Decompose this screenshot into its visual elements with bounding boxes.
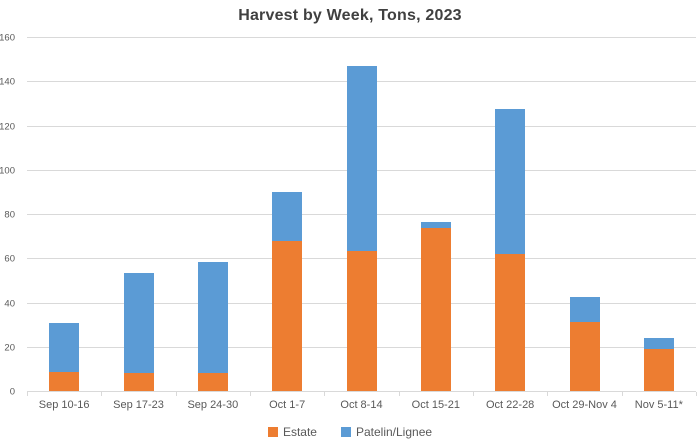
bar-segment-estate xyxy=(569,321,600,391)
bar-oct-22-28 xyxy=(495,38,526,391)
x-axis-tick xyxy=(27,392,28,396)
bar-segment-estate xyxy=(420,227,451,391)
y-axis: 0 20 40 60 80 100 120 140 160 xyxy=(0,33,15,398)
legend-item-estate: Estate xyxy=(267,425,317,439)
bar-segment-patelin-lignee xyxy=(272,192,303,241)
bar-segment-estate xyxy=(197,373,228,391)
y-tick-label: 0 xyxy=(9,386,15,398)
x-axis-tick xyxy=(696,392,697,396)
bar-segment-estate xyxy=(49,372,80,391)
x-tick-label: Sep 24-30 xyxy=(187,399,239,411)
x-axis-tick xyxy=(622,392,623,396)
y-tick-label: 40 xyxy=(4,298,15,309)
x-tick-label: Sep 10-16 xyxy=(38,399,90,411)
y-tick-label: 20 xyxy=(4,342,15,354)
y-tick-label: 120 xyxy=(0,121,15,132)
bar-segment-estate xyxy=(346,250,377,391)
bar-segment-estate xyxy=(643,349,674,391)
x-axis-tick xyxy=(250,392,251,396)
legend-item-patelin-lignee: Patelin/Lignee xyxy=(340,425,433,439)
y-tick-label: 100 xyxy=(0,165,15,177)
x-axis-tick xyxy=(176,392,177,396)
x-axis-tick xyxy=(399,392,400,396)
bar-sep-10-16 xyxy=(49,38,80,391)
x-tick-label: Oct 1-7 xyxy=(269,399,306,411)
bar-segment-patelin-lignee xyxy=(569,297,600,322)
bar-oct-15-21 xyxy=(420,38,451,391)
gridline xyxy=(27,37,696,38)
x-axis-tick xyxy=(473,392,474,396)
x-axis-line xyxy=(27,391,696,392)
bar-oct-8-14 xyxy=(346,38,377,391)
x-tick-label: Nov 5-11* xyxy=(634,399,683,411)
y-tick-label: 160 xyxy=(0,32,15,44)
x-axis: Sep 10-16 Sep 17-23 Sep 24-30 Oct 1-7 Oct 8-… xyxy=(27,399,696,413)
legend: Estate Patelin/Lignee xyxy=(0,424,700,440)
bar-segment-patelin-lignee xyxy=(643,338,674,350)
x-tick-label: Sep 17-23 xyxy=(113,399,164,411)
x-axis-tick xyxy=(547,392,548,396)
bar-segment-patelin-lignee xyxy=(49,322,80,373)
bar-segment-estate xyxy=(272,240,303,391)
bar-sep-17-23 xyxy=(123,38,154,391)
x-tick-label: Oct 22-28 xyxy=(486,399,535,411)
bar-segment-patelin-lignee xyxy=(420,222,451,228)
y-tick-label: 60 xyxy=(4,253,15,265)
bar-oct-1-7 xyxy=(272,38,303,391)
legend-swatch-patelin-lignee xyxy=(340,427,351,437)
plot-area xyxy=(27,37,697,396)
y-tick-label: 140 xyxy=(0,76,15,88)
bar-segment-patelin-lignee xyxy=(123,272,154,374)
legend-swatch-estate xyxy=(267,427,278,437)
legend-label: Estate xyxy=(282,425,317,439)
chart-title: Harvest by Week, Tons, 2023 xyxy=(238,7,462,24)
bar-nov-5-11 xyxy=(643,38,674,391)
bar-segment-patelin-lignee xyxy=(495,108,526,255)
bar-oct-29-nov-4 xyxy=(569,38,600,391)
bar-segment-patelin-lignee xyxy=(197,261,228,374)
bar-sep-24-30 xyxy=(197,38,228,391)
x-tick-label: Oct 8-14 xyxy=(340,399,383,411)
bar-segment-patelin-lignee xyxy=(346,65,377,251)
x-axis-tick xyxy=(101,392,102,396)
bar-segment-estate xyxy=(495,254,526,391)
y-tick-label: 80 xyxy=(4,209,15,221)
legend-label: Patelin/Lignee xyxy=(355,425,433,439)
x-axis-tick xyxy=(324,392,325,396)
x-tick-label: Oct 15-21 xyxy=(411,399,460,411)
bar-segment-estate xyxy=(123,373,154,391)
x-tick-label: Oct 29-Nov 4 xyxy=(552,399,617,411)
